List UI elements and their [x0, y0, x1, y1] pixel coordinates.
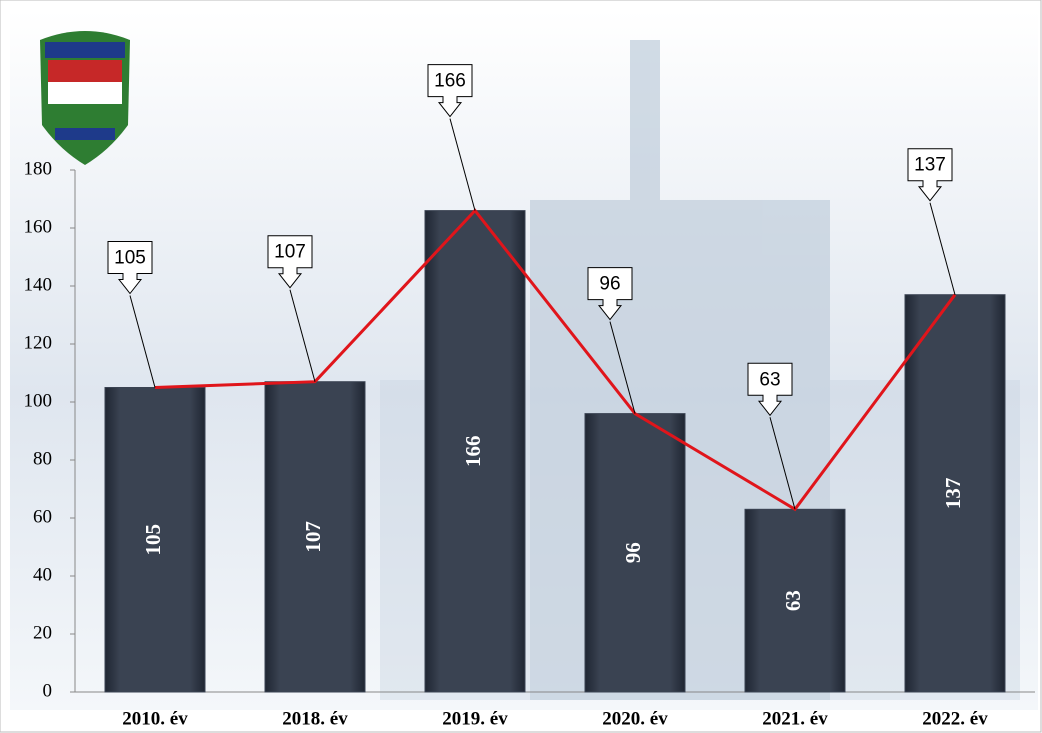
callout-label: 63 [759, 369, 780, 390]
callout-label: 107 [274, 242, 306, 263]
x-tick-label: 2020. év [602, 708, 668, 729]
x-tick-label: 2018. év [282, 708, 348, 729]
y-tick-label: 60 [33, 506, 52, 527]
bar-value-label: 137 [941, 478, 965, 510]
bar-value-label: 166 [461, 436, 485, 468]
bar-value-label: 63 [781, 590, 805, 611]
callout-label: 96 [599, 274, 620, 295]
chart: 0 20 40 60 80 100 120 140 160 180 2010. év 105 2018.… [0, 0, 1042, 733]
y-tick-label: 120 [24, 332, 53, 353]
y-tick-label: 140 [24, 274, 53, 295]
y-tick-label: 40 [33, 564, 52, 585]
y-tick-label: 180 [24, 158, 53, 179]
bar-value-label: 107 [301, 521, 325, 553]
x-tick-label: 2021. év [762, 708, 828, 729]
y-tick-label: 0 [43, 680, 53, 701]
callout-label: 105 [114, 248, 146, 269]
callout-label: 137 [914, 155, 946, 176]
callout-label: 166 [434, 71, 466, 92]
bar-value-label: 105 [141, 524, 165, 556]
y-tick-label: 80 [33, 448, 52, 469]
y-tick-label: 100 [24, 390, 53, 411]
x-tick-label: 2022. év [922, 708, 988, 729]
x-tick-label: 2010. év [122, 708, 188, 729]
y-tick-label: 160 [24, 216, 53, 237]
x-tick-label: 2019. év [442, 708, 508, 729]
bar-value-label: 96 [621, 542, 645, 563]
y-tick-label: 20 [33, 622, 52, 643]
